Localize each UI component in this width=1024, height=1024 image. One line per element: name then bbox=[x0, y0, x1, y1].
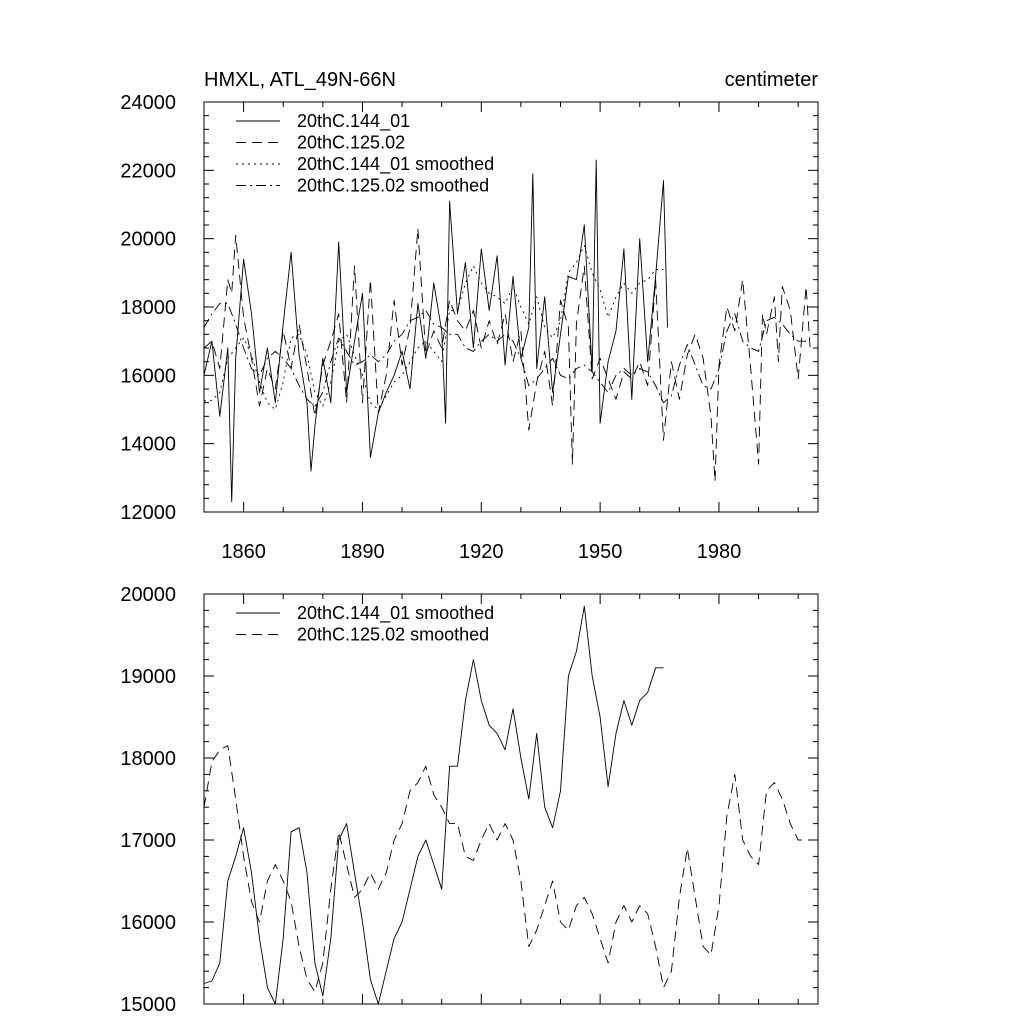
chart-1-legend-label-1: 20thC.144_01 bbox=[297, 111, 410, 132]
chart-1-legend-label-2: 20thC.125.02 bbox=[297, 133, 405, 153]
chart-2-series-layer bbox=[203, 605, 807, 1005]
chart-1-series-line-4 bbox=[203, 303, 807, 407]
chart-1-x-tick-label: 1920 bbox=[459, 541, 504, 563]
chart-2-series-line-1 bbox=[203, 605, 664, 1005]
chart-1-y-tick-label: 12000 bbox=[120, 502, 176, 524]
chart-1-legend-label-4: 20thC.125.02 smoothed bbox=[297, 176, 489, 196]
chart-1-legend-label-3: 20thC.144_01 smoothed bbox=[297, 154, 494, 175]
chart-2-legend-label-2: 20thC.125.02 smoothed bbox=[297, 625, 489, 645]
chart-2-y-tick-label: 16000 bbox=[120, 912, 176, 934]
chart-1-y-tick-label: 16000 bbox=[120, 365, 176, 387]
chart-1-title: HMXL, ATL_49N-66N bbox=[204, 69, 396, 91]
chart-1-x-tick-label: 1980 bbox=[697, 541, 742, 563]
chart-panel-2: 15000 16000 17000 18000 19000 20000 20thC.144… bbox=[120, 584, 819, 1016]
chart-2-plot-frame bbox=[203, 593, 819, 1005]
chart-2-y-tick-label: 19000 bbox=[120, 666, 176, 688]
chart-1-y-tick-label: 22000 bbox=[120, 160, 176, 182]
chart-1-series-layer bbox=[203, 159, 811, 503]
chart-1-y-tick-label: 24000 bbox=[120, 92, 176, 114]
chart-panel-1: HMXL, ATL_49N-66N centimeter 1860 1890 192… bbox=[120, 69, 819, 563]
chart-1-units-label: centimeter bbox=[725, 69, 819, 91]
chart-1-axes-layer: 1860 1890 1920 1950 1980 12000 14000 16000 18000… bbox=[120, 92, 818, 563]
chart-2-axes-layer: 15000 16000 17000 18000 19000 20000 bbox=[120, 584, 818, 1016]
chart-2-series-line-2 bbox=[203, 745, 807, 993]
chart-2-y-tick-label: 15000 bbox=[120, 994, 176, 1016]
chart-1-x-tick-label: 1860 bbox=[221, 541, 266, 563]
chart-1-y-tick-label: 14000 bbox=[120, 434, 176, 456]
chart-1-y-tick-label: 18000 bbox=[120, 297, 176, 319]
chart-2-y-tick-label: 20000 bbox=[120, 584, 176, 606]
chart-1-x-tick-label: 1890 bbox=[340, 541, 385, 563]
chart-1-x-tick-label: 1950 bbox=[578, 541, 623, 563]
chart-2-y-tick-label: 18000 bbox=[120, 748, 176, 770]
chart-1-series-line-2 bbox=[203, 227, 811, 482]
chart-1-y-tick-label: 20000 bbox=[120, 229, 176, 251]
chart-2-y-tick-label: 17000 bbox=[120, 830, 176, 852]
chart-2-legend-label-1: 20thC.144_01 smoothed bbox=[297, 603, 494, 624]
